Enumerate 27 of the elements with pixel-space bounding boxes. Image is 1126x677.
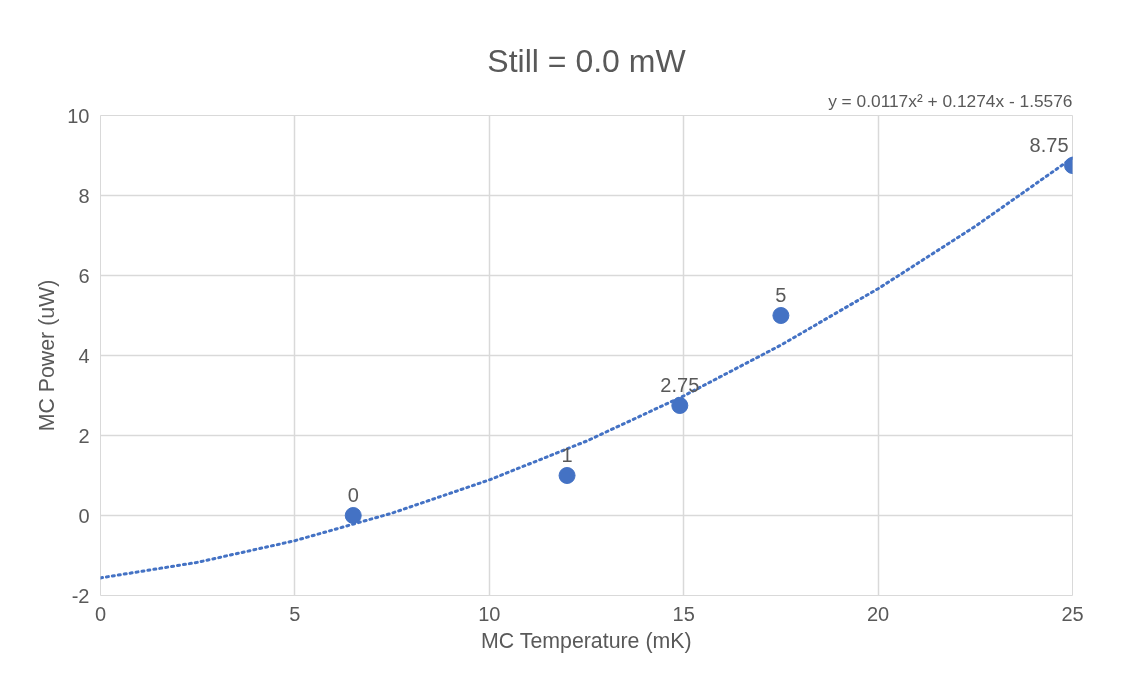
y-tick-label: 4 <box>78 344 90 367</box>
data-label: 2.75 <box>660 373 700 396</box>
line-series <box>100 156 1073 580</box>
data-label: 5 <box>775 283 787 306</box>
x-tick-label: 10 <box>478 602 501 625</box>
data-label: 1 <box>561 443 573 466</box>
x-tick-label: 15 <box>672 602 695 625</box>
x-tick-label: 25 <box>1061 602 1084 625</box>
x-tick-label: 0 <box>94 602 107 625</box>
point <box>344 507 362 524</box>
x-axis-title: MC Temperature (mK) <box>481 628 692 653</box>
y-tick-label: -2 <box>71 584 90 607</box>
point <box>558 467 576 484</box>
point <box>772 307 790 324</box>
y-tick-label: 10 <box>67 104 90 127</box>
y-tick-label: 6 <box>78 264 90 287</box>
x-tick-label: 20 <box>866 602 890 625</box>
point <box>671 397 689 414</box>
y-axis-title: MC Power (uW) <box>35 279 60 432</box>
data-label: 8.75 <box>1029 133 1069 156</box>
chart-title: Still = 0.0 mW <box>487 42 687 79</box>
y-tick-label: 2 <box>78 424 90 447</box>
x-tick-label: 5 <box>289 602 301 625</box>
data-label: 0 <box>347 483 359 506</box>
y-tick-label: 8 <box>78 184 90 207</box>
y-tick-label: 0 <box>78 504 90 527</box>
text: y = 0.0117x² + 0.1274x - 1.5576 <box>828 90 1073 111</box>
